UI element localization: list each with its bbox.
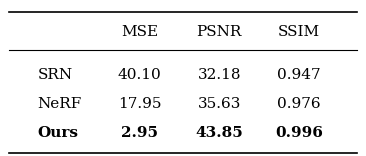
- Text: 0.996: 0.996: [275, 126, 323, 140]
- Text: 0.976: 0.976: [277, 97, 321, 111]
- Text: Ours: Ours: [38, 126, 79, 140]
- Text: 0.947: 0.947: [277, 68, 321, 82]
- Text: 35.63: 35.63: [198, 97, 241, 111]
- Text: PSNR: PSNR: [197, 25, 242, 39]
- Text: MSE: MSE: [121, 25, 158, 39]
- Text: NeRF: NeRF: [38, 97, 82, 111]
- Text: 40.10: 40.10: [117, 68, 161, 82]
- Text: 17.95: 17.95: [117, 97, 161, 111]
- Text: 2.95: 2.95: [121, 126, 158, 140]
- Text: SSIM: SSIM: [278, 25, 320, 39]
- Text: 43.85: 43.85: [195, 126, 243, 140]
- Text: SRN: SRN: [38, 68, 73, 82]
- Text: 32.18: 32.18: [198, 68, 241, 82]
